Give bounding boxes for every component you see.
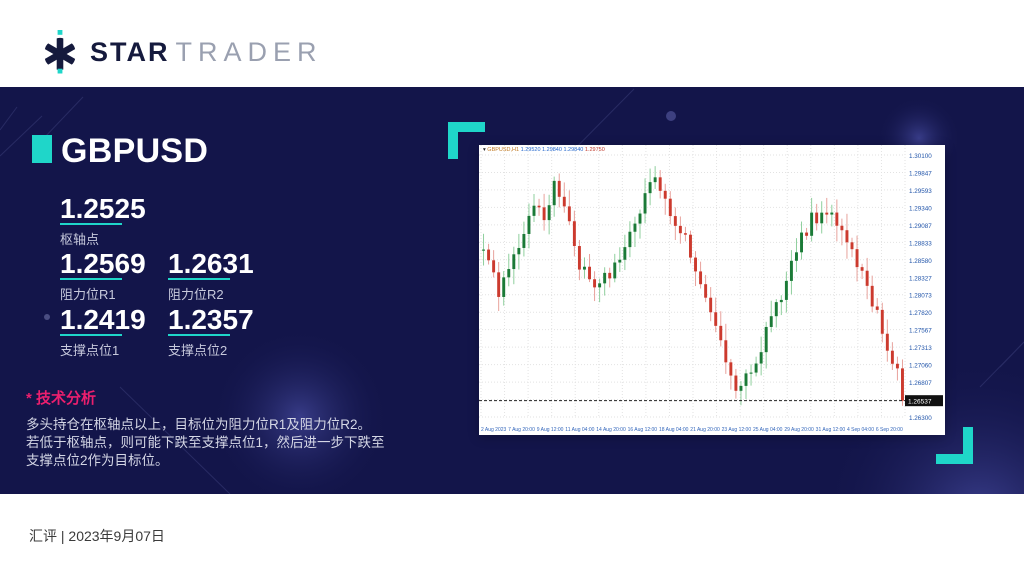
svg-text:1.26807: 1.26807	[909, 380, 932, 387]
svg-text:1.28327: 1.28327	[909, 275, 932, 282]
svg-text:1.27567: 1.27567	[909, 328, 932, 335]
svg-text:1.28833: 1.28833	[909, 240, 932, 247]
svg-text:1.27060: 1.27060	[909, 363, 932, 370]
svg-text:1.26537: 1.26537	[908, 399, 932, 406]
svg-text:1.28580: 1.28580	[909, 258, 932, 265]
svg-text:1.28073: 1.28073	[909, 293, 932, 300]
svg-text:1.30100: 1.30100	[909, 153, 932, 160]
svg-text:1.27820: 1.27820	[909, 310, 932, 317]
svg-text:1.29087: 1.29087	[909, 223, 932, 230]
svg-text:1.29340: 1.29340	[909, 205, 932, 212]
svg-text:1.26300: 1.26300	[909, 415, 932, 422]
svg-text:1.29847: 1.29847	[909, 170, 932, 177]
svg-text:1.27313: 1.27313	[909, 345, 932, 352]
svg-text:1.29593: 1.29593	[909, 188, 932, 195]
